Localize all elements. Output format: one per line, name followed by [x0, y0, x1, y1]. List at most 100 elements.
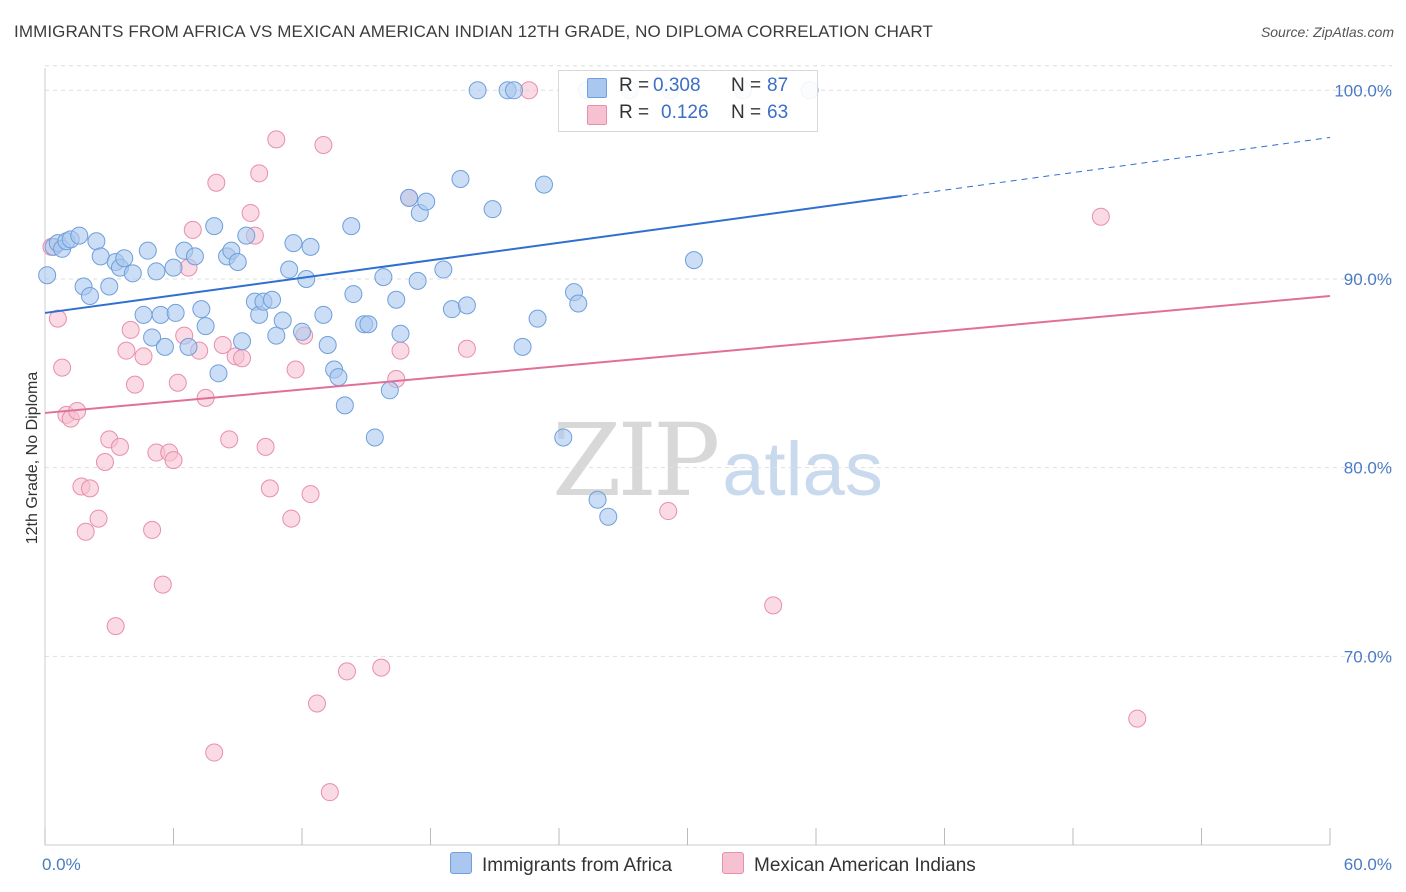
trend-line-mexican-american-indians — [44, 294, 1331, 414]
data-point-immigrants-from-africa — [100, 277, 119, 296]
data-point-immigrants-from-africa — [318, 336, 337, 355]
legend-r-label: R = — [619, 75, 650, 96]
data-point-immigrants-from-africa — [115, 249, 134, 268]
y-tick-label: 70.0% — [1344, 647, 1392, 666]
axes — [44, 68, 1331, 846]
data-point-immigrants-from-africa — [505, 81, 524, 100]
y-tick-label: 100.0% — [1334, 81, 1392, 100]
data-point-immigrants-from-africa — [38, 266, 57, 285]
data-point-immigrants-from-africa — [164, 258, 183, 277]
data-point-immigrants-from-africa — [134, 305, 153, 324]
source-label: Source: ZipAtlas.com — [1260, 24, 1394, 40]
data-point-mexican-american-indians — [53, 358, 72, 377]
data-point-immigrants-from-africa — [391, 324, 410, 343]
series-immigrants-from-africa — [38, 81, 819, 526]
data-point-mexican-american-indians — [143, 520, 162, 539]
data-point-mexican-american-indians — [337, 662, 356, 681]
legend-n-value: 87 — [767, 75, 789, 96]
data-point-immigrants-from-africa — [185, 247, 204, 266]
data-point-immigrants-from-africa — [284, 234, 303, 253]
data-point-immigrants-from-africa — [387, 290, 406, 309]
data-point-immigrants-from-africa — [192, 300, 211, 319]
data-point-mexican-american-indians — [286, 360, 305, 379]
data-point-mexican-american-indians — [183, 220, 202, 239]
bottom-legend-label: Mexican American Indians — [754, 855, 976, 876]
data-point-mexican-american-indians — [256, 437, 275, 456]
data-point-immigrants-from-africa — [513, 337, 532, 356]
trend-lines — [44, 136, 1331, 414]
data-point-mexican-american-indians — [95, 452, 114, 471]
data-point-mexican-american-indians — [80, 479, 99, 498]
data-point-mexican-american-indians — [1128, 709, 1147, 728]
data-point-immigrants-from-africa — [155, 337, 174, 356]
data-point-immigrants-from-africa — [237, 226, 256, 245]
data-point-mexican-american-indians — [153, 575, 172, 594]
data-point-mexican-american-indians — [205, 743, 224, 762]
data-point-immigrants-from-africa — [293, 322, 311, 341]
legend-swatch-pink — [587, 105, 607, 125]
data-point-mexican-american-indians — [307, 694, 326, 713]
data-point-immigrants-from-africa — [80, 286, 99, 305]
data-point-immigrants-from-africa — [70, 226, 89, 245]
data-point-immigrants-from-africa — [143, 328, 162, 347]
x-tick-label: 60.0% — [1344, 855, 1392, 874]
data-point-mexican-american-indians — [164, 451, 183, 470]
data-point-immigrants-from-africa — [138, 241, 157, 260]
bottom-legend-label: Immigrants from Africa — [482, 855, 673, 876]
trend-line-extension-immigrants-from-africa — [901, 136, 1331, 197]
data-point-mexican-american-indians — [267, 130, 286, 149]
data-point-immigrants-from-africa — [400, 188, 419, 207]
data-point-immigrants-from-africa — [342, 217, 361, 236]
data-point-mexican-american-indians — [106, 617, 125, 636]
data-point-mexican-american-indians — [241, 203, 260, 222]
data-point-mexican-american-indians — [301, 485, 320, 504]
data-point-mexican-american-indians — [391, 341, 410, 360]
data-point-mexican-american-indians — [125, 375, 144, 394]
legend-swatch-blue — [587, 78, 607, 98]
data-point-immigrants-from-africa — [569, 294, 588, 313]
data-point-mexican-american-indians — [320, 783, 339, 802]
data-point-immigrants-from-africa — [263, 290, 282, 309]
data-point-immigrants-from-africa — [442, 300, 461, 319]
data-point-immigrants-from-africa — [147, 262, 166, 281]
data-point-immigrants-from-africa — [335, 396, 354, 415]
legend-n-label: N = — [731, 75, 762, 96]
data-point-immigrants-from-africa — [166, 303, 185, 322]
data-point-immigrants-from-africa — [228, 252, 247, 271]
data-point-mexican-american-indians — [282, 509, 301, 528]
data-point-immigrants-from-africa — [87, 232, 106, 251]
data-point-mexican-american-indians — [372, 658, 391, 677]
watermark: ZIPatlas — [552, 402, 883, 519]
data-point-immigrants-from-africa — [205, 217, 224, 236]
data-point-immigrants-from-africa — [599, 507, 618, 526]
data-point-immigrants-from-africa — [528, 309, 547, 328]
bottom-legend-swatch-blue — [450, 852, 472, 874]
data-point-immigrants-from-africa — [196, 317, 215, 336]
data-point-mexican-american-indians — [168, 373, 187, 392]
data-point-mexican-american-indians — [659, 502, 678, 521]
data-point-mexican-american-indians — [134, 347, 153, 366]
chart-title: IMMIGRANTS FROM AFRICA VS MEXICAN AMERIC… — [14, 22, 933, 41]
data-point-immigrants-from-africa — [267, 326, 286, 345]
data-point-mexican-american-indians — [520, 81, 539, 100]
data-point-immigrants-from-africa — [535, 175, 554, 194]
data-point-immigrants-from-africa — [329, 368, 348, 387]
bottom-legend-mexican[interactable]: Mexican American Indians — [722, 852, 976, 877]
data-point-immigrants-from-africa — [380, 381, 399, 400]
trend-line-immigrants-from-africa — [44, 194, 902, 314]
bottom-legend-africa[interactable]: Immigrants from Africa — [450, 852, 672, 877]
y-tick-label: 80.0% — [1344, 459, 1392, 478]
data-point-mexican-american-indians — [117, 341, 136, 360]
data-point-immigrants-from-africa — [554, 428, 573, 447]
data-point-mexican-american-indians — [764, 596, 783, 615]
legend-r-value: 0.126 — [661, 102, 709, 123]
correlation-legend: R = 0.308 N = 87 R = 0.126 N = 63 — [558, 70, 818, 132]
bottom-legend-swatch-pink — [722, 852, 744, 874]
data-point-mexican-american-indians — [250, 164, 269, 183]
data-point-mexican-american-indians — [220, 430, 239, 449]
x-tick-label: 0.0% — [42, 855, 81, 874]
legend-n-value: 63 — [767, 102, 789, 123]
y-tick-label: 90.0% — [1344, 270, 1392, 289]
data-point-immigrants-from-africa — [179, 337, 198, 356]
